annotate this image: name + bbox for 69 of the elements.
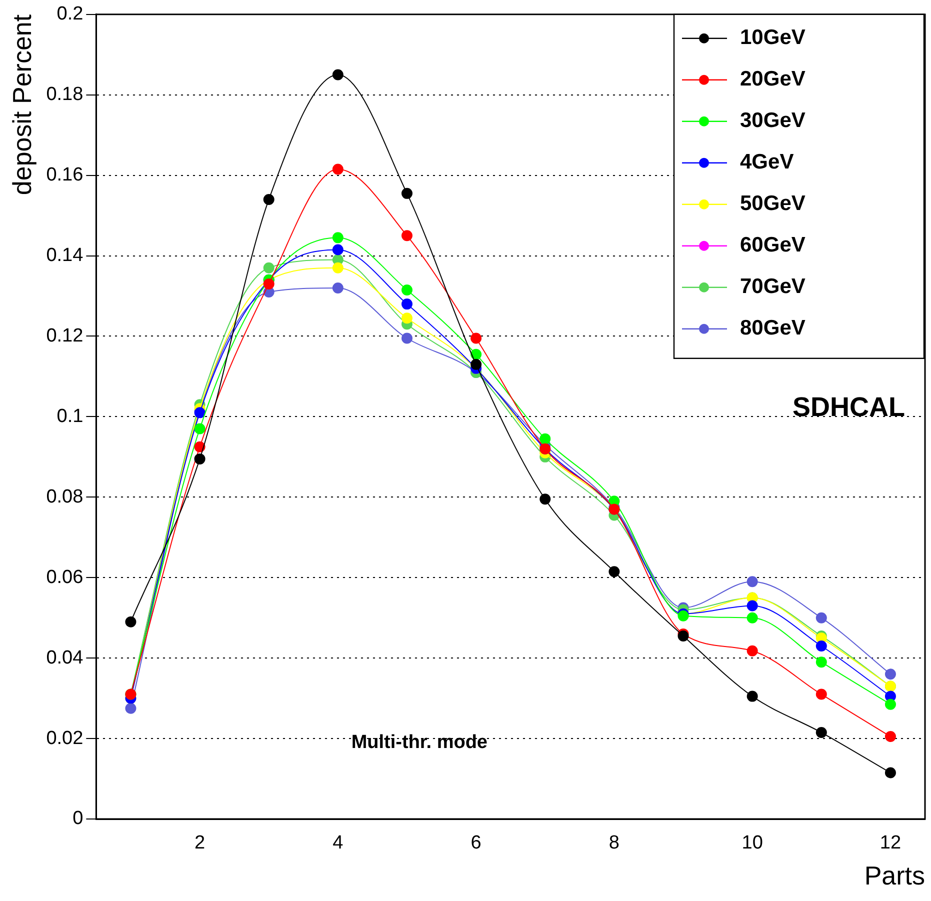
x-tick-label: 8 [608,832,620,854]
point [401,312,412,324]
x-tick-label: 2 [194,832,206,854]
point [746,690,758,702]
y-tick-label: 0.08 [46,486,84,508]
y-tick-label: 0.04 [46,647,84,668]
point [540,494,551,505]
point [125,702,136,714]
y-tick-label: 0.2 [56,4,84,25]
point [332,262,344,274]
y-tick-label: 0.16 [46,164,84,186]
legend-label: 20GeV [740,68,806,91]
y-axis-title: deposit Percent [6,14,37,196]
point [884,698,896,710]
point [263,194,274,205]
x-axis-title: Parts [864,860,925,891]
y-tick-label: 0.06 [46,566,84,588]
legend-label: 50GeV [740,192,806,216]
point [816,656,827,668]
annotation: SDHCAL [792,392,905,422]
point [332,69,344,80]
point [884,731,896,742]
point [470,332,482,344]
point [746,600,758,612]
y-tick-label: 0.12 [46,325,84,346]
point [332,164,344,175]
point [125,616,136,628]
x-tick-label: 10 [742,832,763,854]
y-tick-label: 0.18 [46,84,84,106]
point [401,284,412,296]
point [194,423,206,434]
y-tick-label: 0 [72,808,84,830]
point [332,232,344,244]
point [746,612,758,624]
point [263,278,274,290]
point [332,244,344,256]
point [263,262,274,274]
point [470,348,482,360]
point [816,612,827,624]
point [470,358,482,370]
point [746,645,758,656]
legend-label: 30GeV [740,109,806,132]
point [194,441,206,452]
point [194,453,206,464]
point [816,640,827,652]
point [401,298,412,310]
legend-label: 60GeV [740,234,806,257]
x-tick-label: 6 [470,832,482,854]
point [332,282,344,294]
annotation: Multi-thr. mode [351,732,488,753]
point [608,566,620,578]
legend-label: 70GeV [740,275,806,298]
point [884,668,896,680]
x-tick-label: 4 [332,832,344,854]
point [884,767,896,778]
y-tick-label: 0.02 [46,728,84,749]
point [401,332,412,344]
point [540,433,551,444]
legend-label: 80GeV [740,316,806,340]
legend-label: 4GeV [740,150,794,174]
x-tick-label: 12 [880,832,902,854]
point [401,188,412,199]
point [816,688,827,700]
legend-label: 10GeV [740,26,806,50]
point [401,230,412,242]
y-tick-label: 0.1 [56,406,84,427]
point [746,576,758,588]
point [816,727,827,738]
y-tick-label: 0.14 [46,245,84,266]
